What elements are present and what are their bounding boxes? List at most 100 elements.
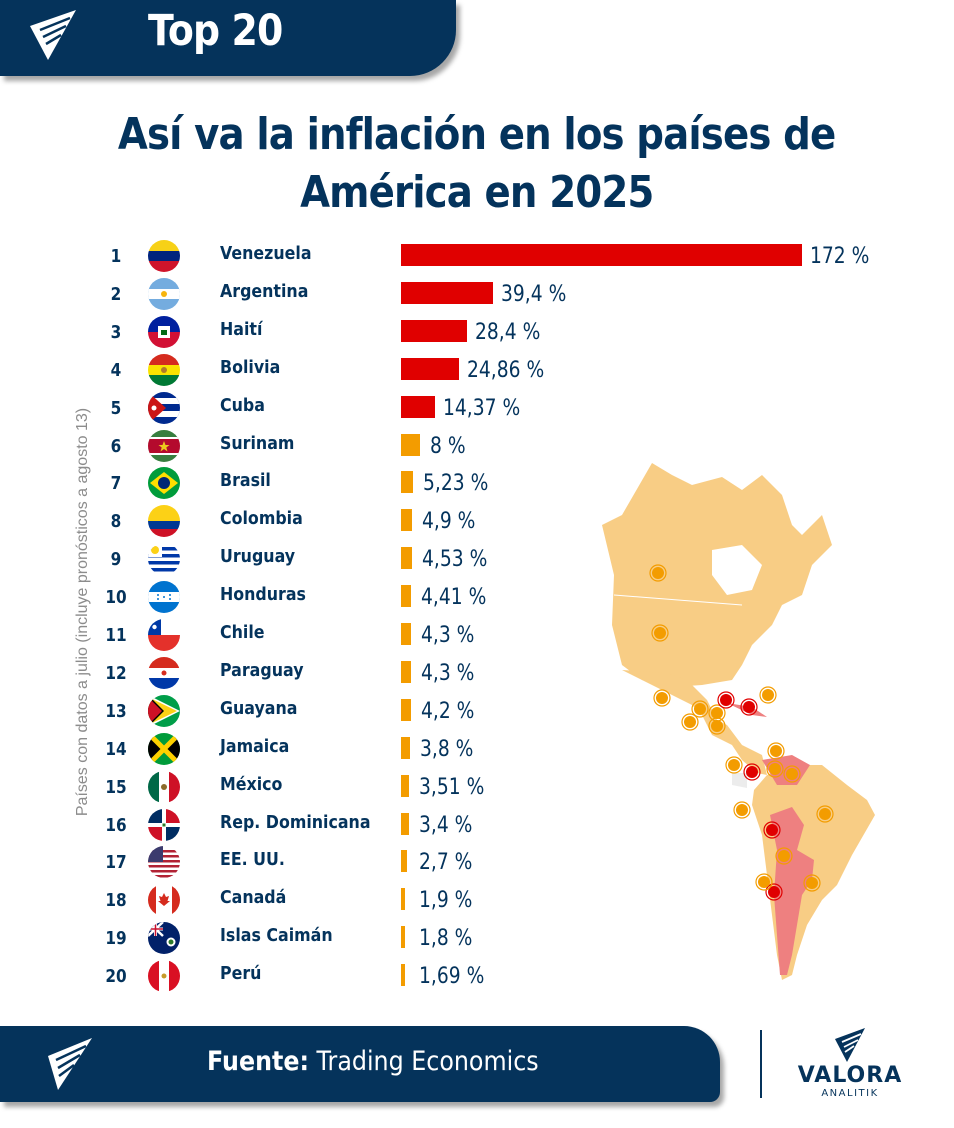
value-label: 4,53 % bbox=[421, 547, 487, 573]
map-marker-ring bbox=[759, 686, 777, 704]
rank-number: 3 bbox=[110, 321, 122, 343]
map-bolivia bbox=[770, 807, 804, 850]
valora-logo-icon bbox=[48, 1038, 92, 1090]
value-label: 1,9 % bbox=[419, 888, 473, 914]
mexico-flag-icon bbox=[148, 770, 180, 803]
map-marker-low bbox=[770, 745, 782, 757]
country-label: Surinam bbox=[220, 432, 295, 454]
map-marker-ring bbox=[816, 805, 834, 823]
rank-number: 9 bbox=[110, 549, 122, 571]
cayman-islands-flag-icon bbox=[148, 922, 180, 955]
chart-row: 10 Honduras 4,41 % bbox=[0, 579, 954, 617]
source-banner: Fuente: Trading Economics bbox=[0, 1026, 720, 1102]
map-marker-low bbox=[778, 850, 790, 862]
value-label: 8 % bbox=[429, 433, 466, 459]
chart-row: 15 México 3,51 % bbox=[0, 769, 954, 807]
value-label: 28,4 % bbox=[475, 319, 541, 345]
map-marker-low bbox=[736, 804, 748, 816]
uruguay-flag-icon bbox=[148, 543, 180, 576]
rank-number: 8 bbox=[110, 511, 122, 533]
chart-row: 11 Chile 4,3 % bbox=[0, 617, 954, 655]
map-marker-high bbox=[766, 824, 778, 836]
chart-row: 7 Brasil 5,23 % bbox=[0, 465, 954, 503]
brazil-flag-icon bbox=[148, 467, 180, 500]
bar bbox=[401, 357, 459, 380]
top-banner: Top 20 bbox=[0, 0, 456, 76]
value-label: 1,69 % bbox=[419, 964, 485, 990]
rank-number: 4 bbox=[110, 359, 122, 381]
map-marker-low bbox=[786, 768, 798, 780]
rank-number: 1 bbox=[110, 246, 122, 267]
value-label: 2,7 % bbox=[419, 850, 473, 876]
country-label: Argentina bbox=[220, 280, 309, 302]
value-label: 3,4 % bbox=[419, 812, 473, 838]
value-label: 24,86 % bbox=[466, 357, 545, 383]
rank-number: 20 bbox=[105, 966, 127, 988]
country-label: Haití bbox=[220, 318, 263, 340]
value-label: 4,9 % bbox=[422, 509, 476, 535]
peru-flag-icon bbox=[148, 960, 180, 993]
country-label: Honduras bbox=[220, 584, 306, 606]
argentina-flag-icon bbox=[148, 277, 180, 310]
rank-number: 6 bbox=[110, 435, 122, 457]
venezuela-flag-icon bbox=[148, 240, 180, 272]
chart-row: 19 Islas Caimán 1,8 % bbox=[0, 920, 954, 958]
brand-subtitle: ANALITIK bbox=[821, 1088, 879, 1099]
bar bbox=[401, 888, 406, 911]
rank-number: 11 bbox=[105, 625, 127, 646]
usa-flag-icon bbox=[148, 846, 180, 879]
country-label: Canadá bbox=[220, 887, 287, 909]
chart-title-line-2: América en 2025 bbox=[300, 167, 654, 218]
americas-map bbox=[602, 463, 875, 980]
map-marker-ring bbox=[766, 760, 784, 778]
source-text: Fuente: Trading Economics bbox=[207, 1046, 539, 1077]
chart-row: 5 Cuba 14,37 % bbox=[0, 390, 954, 428]
bar bbox=[401, 319, 468, 342]
map-marker-ring bbox=[783, 765, 801, 783]
bar bbox=[401, 547, 412, 570]
top-20-badge: Top 20 bbox=[148, 6, 283, 56]
map-marker-low bbox=[758, 876, 770, 888]
chart-row: 17 EE. UU. 2,7 % bbox=[0, 844, 954, 882]
bar bbox=[401, 395, 435, 418]
country-label: Guayana bbox=[220, 697, 298, 719]
country-label: Brasil bbox=[220, 470, 271, 492]
rank-number: 19 bbox=[105, 928, 127, 950]
bar bbox=[401, 850, 408, 873]
chart-title-line-1: Así va la inflación en los países de bbox=[118, 109, 836, 160]
map-marker-ring bbox=[653, 689, 671, 707]
chart-row: 9 Uruguay 4,53 % bbox=[0, 541, 954, 579]
bar bbox=[401, 812, 409, 835]
country-label: Perú bbox=[220, 963, 262, 985]
map-marker-ring bbox=[755, 873, 773, 891]
map-marker-high bbox=[743, 701, 755, 713]
map-marker-ring bbox=[767, 742, 785, 760]
source-value: Trading Economics bbox=[308, 1046, 539, 1077]
map-marker-low bbox=[694, 703, 706, 715]
value-label: 4,2 % bbox=[420, 698, 475, 724]
map-marker-ring bbox=[743, 763, 761, 781]
rank-number: 12 bbox=[105, 662, 127, 684]
chart-row: 20 Perú 1,69 % bbox=[0, 958, 954, 996]
map-marker-ring bbox=[708, 717, 726, 735]
bolivia-flag-icon bbox=[148, 353, 180, 386]
haiti-flag-icon bbox=[148, 315, 180, 348]
value-label: 39,4 % bbox=[500, 281, 567, 307]
map-marker-ring bbox=[649, 564, 667, 582]
chart-row: 4 Bolivia 24,86 % bbox=[0, 352, 954, 390]
value-label: 3,8 % bbox=[419, 736, 474, 762]
chart-row: 2 Argentina 39,4 % bbox=[0, 276, 954, 314]
valora-brand: VALORA ANALITIK bbox=[780, 1024, 920, 1114]
country-label: Cuba bbox=[220, 394, 265, 416]
map-marker-high bbox=[746, 766, 758, 778]
honduras-flag-icon bbox=[148, 581, 180, 614]
rank-number: 18 bbox=[105, 890, 127, 912]
chart-row: 12 Paraguay 4,3 % bbox=[0, 655, 954, 693]
bar bbox=[401, 585, 412, 608]
chart-row: 3 Haití 28,4 % bbox=[0, 314, 954, 352]
map-marker-ring bbox=[681, 713, 699, 731]
map-marker-low bbox=[728, 759, 740, 771]
map-marker-low bbox=[769, 763, 781, 775]
map-south-america bbox=[752, 765, 875, 980]
rank-number: 17 bbox=[105, 852, 127, 874]
